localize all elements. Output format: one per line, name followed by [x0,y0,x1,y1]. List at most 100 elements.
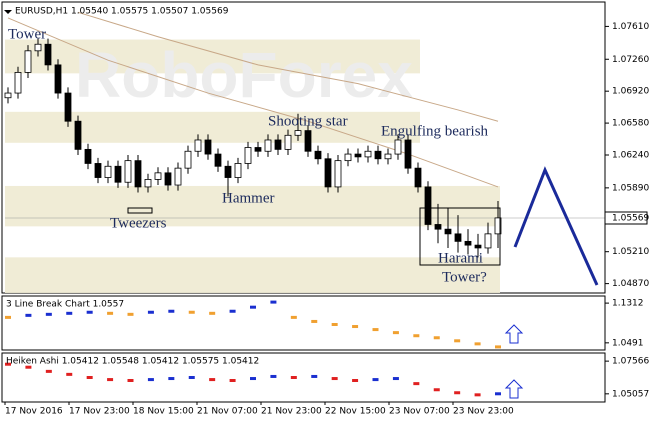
indicator-mark [209,311,216,315]
candle-body [274,139,282,150]
panel-title: Heiken Ashi 1.05412 1.05548 1.05412 1.05… [6,357,259,367]
candle-body [344,153,352,162]
indicator-mark [270,300,277,304]
indicator-mark [311,374,318,378]
indicator-mark [372,328,379,332]
candle-body [244,147,252,164]
pattern-label: Tower [8,26,46,42]
y-tick-label: 1.06240 [612,151,649,161]
candle-body [124,160,132,183]
indicator-mark [250,377,256,381]
indicator-mark [270,374,277,378]
panel-title: 3 Line Break Chart 1.0557 [6,300,124,310]
candle-body [104,165,112,178]
x-tick-label: 23 Nov 07:00 [389,407,450,417]
candle-body [154,172,162,180]
y-tick-label: 1.06580 [612,119,649,129]
indicator-mark [5,362,11,366]
projection-arrow [513,166,599,286]
chart-title: EURUSD,H1 1.05540 1.05575 1.05507 1.0556… [15,7,229,17]
candle-body [194,139,202,152]
candle-body [354,153,362,158]
x-tick-label: 22 Nov 15:00 [325,407,386,417]
indicator-mark [107,378,114,382]
y-tick-label: 1.07260 [612,55,649,65]
y-tick-label: 1.07610 [612,22,649,32]
current-price-box [604,211,648,225]
candle-body [484,233,492,249]
candle-body [394,139,402,155]
indicator-mark [474,342,481,346]
pattern-box [419,207,501,266]
candle-body [74,120,82,150]
candle-body [294,130,302,136]
indicator-mark [127,378,134,382]
candle-body [214,153,222,167]
candle-body [174,167,182,186]
candle-body [204,139,212,155]
pattern-label: Harami [438,250,483,266]
zone [5,39,420,74]
indicator-mark [454,391,461,395]
candle-body [324,158,332,188]
indicator-mark [352,378,359,382]
y-tick-label: 1.0491 [612,338,644,348]
y-tick-label: 1.1312 [612,299,644,309]
indicator-mark [352,325,359,329]
candle-body [134,160,142,188]
x-tick-label: 17 Nov 2016 [5,407,63,417]
indicator-mark [188,310,195,314]
indicator-mark [495,392,501,396]
candle-body [304,130,312,152]
indicator-mark [86,310,93,314]
candle-body [314,150,322,160]
candle-body [414,167,422,188]
indicator-mark [168,377,175,381]
indicator-mark [66,311,73,315]
indicator-mark [392,377,399,381]
heiken-ashi-panel [1,352,606,403]
x-tick-label: 23 Nov 23:00 [453,407,514,417]
up-arrow-icon [504,324,524,344]
moving-average [77,11,499,122]
zone [5,185,500,227]
indicator-mark [372,378,379,382]
candle-body [284,134,292,150]
pattern-label: Hammer [222,190,274,206]
pattern-box [127,207,153,214]
indicator-mark [290,376,297,379]
candle-body [224,165,232,178]
candle-body [54,64,62,94]
indicator-mark [331,323,338,326]
indicator-mark [495,345,501,349]
indicator-mark [454,339,461,343]
indicator-mark [86,376,93,379]
candle-body [94,163,102,178]
watermark: RoboForex [75,39,413,111]
candle-body [144,179,152,188]
zone [5,111,420,143]
indicator-mark [188,376,195,379]
candle-body [4,92,12,99]
y-tick-label: 1.04870 [612,279,649,289]
candle-body [334,160,342,188]
indicator-mark [107,311,114,315]
indicator-mark [45,369,52,373]
up-arrow-icon [504,379,524,399]
x-tick-label: 17 Nov 23:00 [69,407,130,417]
zone [5,257,500,293]
candle-body [464,240,472,246]
indicator-mark [5,315,11,319]
y-tick-label: 1.05890 [612,183,649,193]
candle-body [434,224,442,230]
candle-body [114,165,122,183]
indicator-mark [474,393,481,397]
candle-body [364,150,372,158]
y-tick-label: 1.07566 [612,357,649,367]
line-break-panel [1,295,606,351]
x-tick-label: 18 Nov 15:00 [133,407,194,417]
indicator-mark [229,378,236,382]
indicator-mark [433,336,440,340]
indicator-mark [147,378,154,382]
